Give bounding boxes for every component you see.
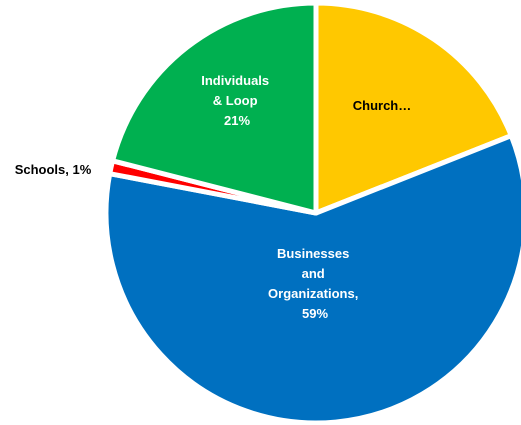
pie-slices	[103, 0, 521, 425]
pie-slice-businesses-and-organizations	[103, 133, 521, 425]
pie-slice-individuals-loop	[110, 0, 319, 216]
slice-label-schools: Schools, 1%	[15, 162, 92, 177]
pie-slice-church	[313, 0, 514, 216]
pie-labels: Church… Businesses and Organizations, 59…	[15, 73, 412, 321]
slice-label-church: Church…	[353, 98, 412, 113]
slice-label-businesses: Businesses and Organizations, 59%	[268, 246, 362, 321]
slice-label-individuals: Individuals & Loop 21%	[201, 73, 273, 128]
